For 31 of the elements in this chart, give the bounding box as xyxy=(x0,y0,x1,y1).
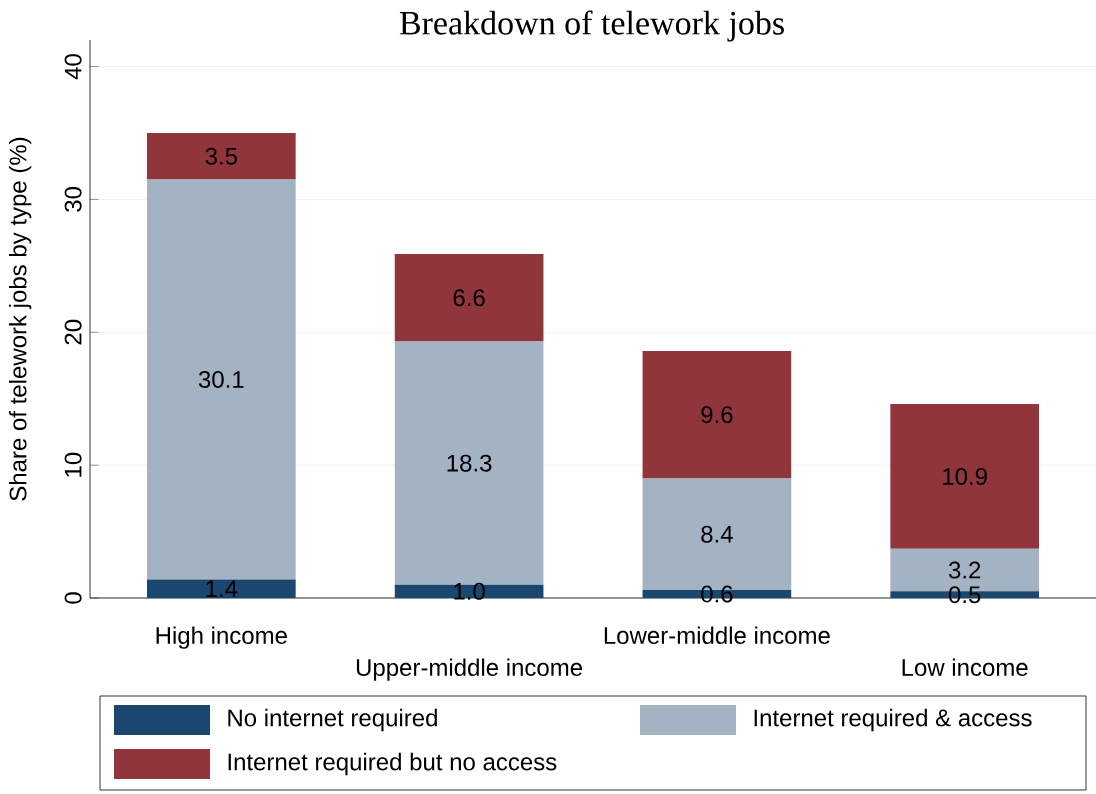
bar xyxy=(642,350,792,479)
y-tick-label: 10 xyxy=(64,452,82,477)
bar xyxy=(147,179,296,580)
y-tick-label: 30 xyxy=(64,187,82,212)
data-label: 18.3 xyxy=(447,454,492,472)
bar xyxy=(147,133,296,180)
data-label: 9.6 xyxy=(701,406,733,424)
data-label: 8.4 xyxy=(701,525,733,543)
x-tick-label: Upper-middle income xyxy=(356,658,583,681)
legend-label: No internet required xyxy=(228,708,437,732)
data-label: 3.2 xyxy=(948,561,981,579)
x-tick-label: Lower-middle income xyxy=(604,626,830,645)
bar xyxy=(890,404,1040,549)
data-label: 3.5 xyxy=(205,147,237,165)
bar xyxy=(394,584,544,598)
data-label: 1.0 xyxy=(454,582,485,600)
chart-title: Breakdown of telework jobs xyxy=(399,10,784,42)
legend-label: Internet required & access xyxy=(754,708,1032,732)
data-label: 30.1 xyxy=(198,370,244,388)
legend-label: Internet required but no access xyxy=(228,752,557,776)
y-tick-label: 0 xyxy=(64,592,82,604)
y-tick-label: 40 xyxy=(64,54,82,80)
bar xyxy=(394,253,544,342)
bar xyxy=(147,579,296,598)
x-tick-label: Low income xyxy=(902,658,1028,677)
y-tick-label: 20 xyxy=(64,319,82,345)
data-label: 1.4 xyxy=(206,580,238,597)
y-axis-title: Share of telework jobs by type (%) xyxy=(8,137,32,501)
data-label: 10.9 xyxy=(943,467,987,485)
x-tick-label: High income xyxy=(156,626,287,649)
data-label: 6.6 xyxy=(453,289,485,307)
